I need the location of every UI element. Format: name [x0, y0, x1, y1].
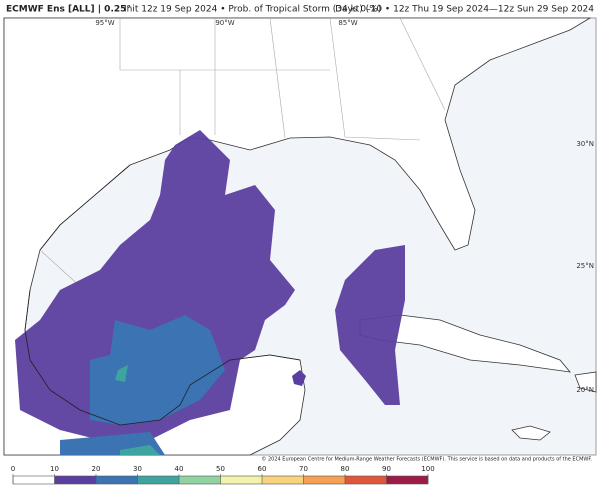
probability-10-20: [15, 130, 295, 440]
colorbar-bin: [220, 476, 262, 484]
probability-10-20: [292, 370, 306, 386]
colorbar: 0 10 20 30 40 50 60 70 80 90 100: [11, 465, 435, 485]
probability-10-20: [335, 245, 405, 405]
colorbar-tick-label: 40: [175, 465, 184, 473]
colorbar-bin: [303, 476, 345, 484]
colorbar-bin: [54, 476, 96, 484]
colorbar-bin: [345, 476, 387, 484]
lat-label: 30°N: [576, 140, 594, 148]
lat-label: 20°N: [576, 386, 594, 394]
jamaica: [511, 425, 551, 441]
colorbar-tick-label: 0: [11, 465, 15, 473]
credit: © 2024 European Centre for Medium-Range …: [261, 456, 592, 463]
colorbar-tick-label: 90: [382, 465, 391, 473]
colorbar-bin: [137, 476, 179, 484]
lat-label: 25°N: [576, 262, 594, 270]
colorbar-bin: [179, 476, 221, 484]
colorbar-tick-label: 10: [50, 465, 59, 473]
probability-20-30: [90, 315, 225, 425]
colorbar-tick-label: 70: [299, 465, 308, 473]
lon-label: 85°W: [338, 19, 357, 27]
colorbar-tick-label: 20: [92, 465, 101, 473]
colorbar-tick-label: 60: [258, 465, 267, 473]
lon-label: 90°W: [215, 19, 234, 27]
period: Days 0–10 • 12z Thu 19 Sep 2024—12z Sun …: [335, 5, 594, 15]
hispaniola: [574, 371, 597, 393]
colorbar-bin: [13, 476, 55, 484]
probability-30-40: [120, 445, 160, 455]
colorbar-bin: [96, 476, 138, 484]
colorbar-tick-label: 30: [133, 465, 142, 473]
lon-label: 95°W: [95, 19, 114, 27]
colorbar-bin: [262, 476, 304, 484]
coastline-overlay: [24, 164, 301, 426]
subtitle: Init 12z 19 Sep 2024 • Prob. of Tropical…: [124, 5, 381, 15]
colorbar-bin: [386, 476, 428, 484]
colorbar-tick-label: 100: [421, 465, 434, 473]
title: ECMWF Ens [ALL] | 0.25°: [6, 5, 131, 15]
colorbar-tick-label: 80: [341, 465, 350, 473]
map: 95°W 90°W 85°W 30°N 25°N 20°N © 2024 Eur…: [3, 17, 597, 463]
colorbar-tick-label: 50: [216, 465, 225, 473]
probability-30-40: [115, 365, 128, 382]
